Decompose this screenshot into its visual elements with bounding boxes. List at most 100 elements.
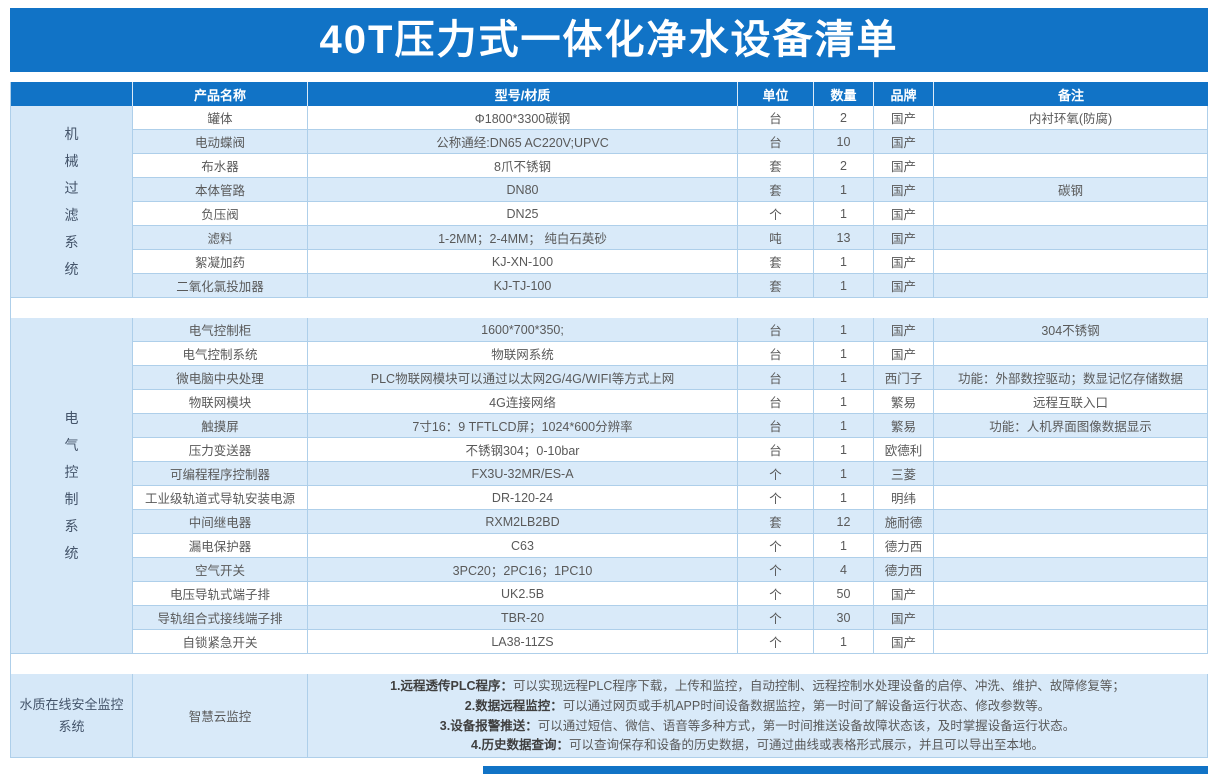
table-row: 工业级轨道式导轨安装电源 DR-120-24 个 1 明纬	[133, 486, 1208, 510]
cell-unit: 套	[738, 274, 814, 298]
feature-line: 2.数据远程监控：可以通过网页或手机APP时间设备数据监控，第一时间了解设备运行…	[465, 696, 1050, 716]
cell-brand: 国产	[874, 630, 934, 654]
cell-brand: 国产	[874, 154, 934, 178]
cell-remark	[934, 510, 1208, 534]
cell-remark	[934, 534, 1208, 558]
cell-remark	[934, 274, 1208, 298]
section-rows: 智慧云监控 1.远程透传PLC程序：可以实现远程PLC程序下载，上传和监控，自动控…	[133, 674, 1208, 758]
cell-brand: 国产	[874, 342, 934, 366]
cell-quantity: 1	[814, 250, 874, 274]
header-model-material: 型号/材质	[308, 82, 738, 106]
table-row: 电气控制系统 物联网系统台 1 国产	[133, 342, 1208, 366]
cell-unit: 套	[738, 250, 814, 274]
header-quantity: 数量	[814, 82, 874, 106]
cell-unit: 吨	[738, 226, 814, 250]
table-row: 微电脑中央处理 PLC物联网模块可以通过以太网2G/4G/WIFI等方式上网台 1 西…	[133, 366, 1208, 390]
cell-product-name: 絮凝加药	[133, 250, 308, 274]
cell-model: C63	[308, 534, 738, 558]
cell-brand: 施耐德	[874, 510, 934, 534]
cell-product-name: 布水器	[133, 154, 308, 178]
cell-model: KJ-TJ-100	[308, 274, 738, 298]
cell-quantity: 2	[814, 106, 874, 130]
cell-model: 3PC20；2PC16；1PC10	[308, 558, 738, 582]
table-row: 布水器 8爪不锈钢套 2 国产	[133, 154, 1208, 178]
cell-brand: 明纬	[874, 486, 934, 510]
cell-product-name: 可编程程序控制器	[133, 462, 308, 486]
header-group	[11, 82, 133, 106]
cell-quantity: 1	[814, 390, 874, 414]
cell-product-name: 电压导轨式端子排	[133, 582, 308, 606]
table-row: 可编程程序控制器 FX3U-32MR/ES-A 个 1 三菱	[133, 462, 1208, 486]
table-row: 导轨组合式接线端子排 TBR-20 个 30 国产	[133, 606, 1208, 630]
feature-text: 可以通过短信、微信、语音等多种方式，第一时间推送设备故障状态该，及时掌握设备运行…	[537, 718, 1076, 733]
equipment-table: 产品名称 型号/材质 单位 数量 品牌 备注 机 械 过 滤 系 统罐体 Φ180…	[10, 82, 1208, 758]
feature-text: 可以查询保存和设备的历史数据，可通过曲线或表格形式展示，并且可以导出至本地。	[568, 738, 1044, 753]
cell-brand: 国产	[874, 202, 934, 226]
cell-unit: 个	[738, 630, 814, 654]
cell-quantity: 1	[814, 318, 874, 342]
table-row: 智慧云监控 1.远程透传PLC程序：可以实现远程PLC程序下载，上传和监控，自动控…	[133, 674, 1208, 758]
table-row: 电压导轨式端子排 UK2.5B 个 50 国产	[133, 582, 1208, 606]
cell-brand: 德力西	[874, 534, 934, 558]
cell-remark	[934, 606, 1208, 630]
cell-remark: 远程互联入口	[934, 390, 1208, 414]
cell-product-name: 物联网模块	[133, 390, 308, 414]
cell-unit: 个	[738, 486, 814, 510]
section-2: 电 气 控 制 系 统电气控制柜 1600*700*350; 台 1 国产 304不锈钢电…	[11, 318, 1208, 654]
cell-model: DN25	[308, 202, 738, 226]
table-body: 机 械 过 滤 系 统罐体 Φ1800*3300碳钢台 2 国产 内衬环氧(防腐) 电动蝶…	[11, 106, 1208, 758]
cell-quantity: 1	[814, 414, 874, 438]
cell-product-name: 压力变送器	[133, 438, 308, 462]
cell-product-name: 滤料	[133, 226, 308, 250]
feature-line: 1.远程透传PLC程序：可以实现远程PLC程序下载，上传和监控，自动控制、远程控…	[390, 676, 1125, 696]
feature-label: 2.数据远程监控：	[464, 698, 563, 713]
section-spacer	[11, 298, 1208, 318]
table-row: 空气开关 3PC20；2PC16；1PC10 个 4 德力西	[133, 558, 1208, 582]
cell-model: KJ-XN-100	[308, 250, 738, 274]
title-bar: 40T压力式一体化净水设备清单	[10, 8, 1208, 72]
cell-product-name: 二氧化氯投加器	[133, 274, 308, 298]
cell-unit: 台	[738, 130, 814, 154]
cell-product-name: 漏电保护器	[133, 534, 308, 558]
cell-remark	[934, 342, 1208, 366]
section-3: 水质在线安全监控 系统 智慧云监控 1.远程透传PLC程序：可以实现远程PLC程序下…	[11, 674, 1208, 758]
section-group-label: 机 械 过 滤 系 统	[11, 106, 133, 298]
cell-remark: 功能：人机界面图像数据显示	[934, 414, 1208, 438]
cell-brand: 国产	[874, 178, 934, 202]
cell-quantity: 2	[814, 154, 874, 178]
cell-brand: 国产	[874, 106, 934, 130]
cell-product-name: 负压阀	[133, 202, 308, 226]
cell-remark	[934, 462, 1208, 486]
cell-model: 1-2MM；2-4MM； 纯白石英砂	[308, 226, 738, 250]
cell-remark: 碳钢	[934, 178, 1208, 202]
cell-quantity: 4	[814, 558, 874, 582]
cell-quantity: 1	[814, 202, 874, 226]
cell-brand: 德力西	[874, 558, 934, 582]
cell-brand: 繁易	[874, 414, 934, 438]
cell-brand: 繁易	[874, 390, 934, 414]
cell-quantity: 1	[814, 366, 874, 390]
cell-unit: 套	[738, 178, 814, 202]
cell-unit: 套	[738, 154, 814, 178]
cell-product-name: 电气控制柜	[133, 318, 308, 342]
table-row: 絮凝加药 KJ-XN-100 套 1 国产	[133, 250, 1208, 274]
cell-quantity: 1	[814, 462, 874, 486]
cell-unit: 台	[738, 438, 814, 462]
feature-label: 1.远程透传PLC程序：	[390, 679, 514, 693]
cell-product-name: 导轨组合式接线端子排	[133, 606, 308, 630]
feature-text: 可以实现远程PLC程序下载，上传和监控，自动控制、远程控制水处理设备的启停、冲洗…	[513, 679, 1125, 693]
cell-quantity: 1	[814, 342, 874, 366]
cell-unit: 个	[738, 606, 814, 630]
table-row: 电动蝶阀 公称通经:DN65 AC220V;UPVC 台 10 国产	[133, 130, 1208, 154]
table-row: 滤料 1-2MM；2-4MM； 纯白石英砂吨 13 国产	[133, 226, 1208, 250]
cell-model: TBR-20	[308, 606, 738, 630]
cell-unit: 台	[738, 366, 814, 390]
cell-product-name: 工业级轨道式导轨安装电源	[133, 486, 308, 510]
cell-unit: 套	[738, 510, 814, 534]
table-row: 中间继电器 RXM2LB2BD 套 12 施耐德	[133, 510, 1208, 534]
cell-quantity: 1	[814, 534, 874, 558]
header-remark: 备注	[1057, 87, 1084, 103]
feature-line: 4.历史数据查询：可以查询保存和设备的历史数据，可通过曲线或表格形式展示，并且可…	[471, 735, 1044, 755]
cell-model: PLC物联网模块可以通过以太网2G/4G/WIFI等方式上网	[308, 366, 738, 390]
